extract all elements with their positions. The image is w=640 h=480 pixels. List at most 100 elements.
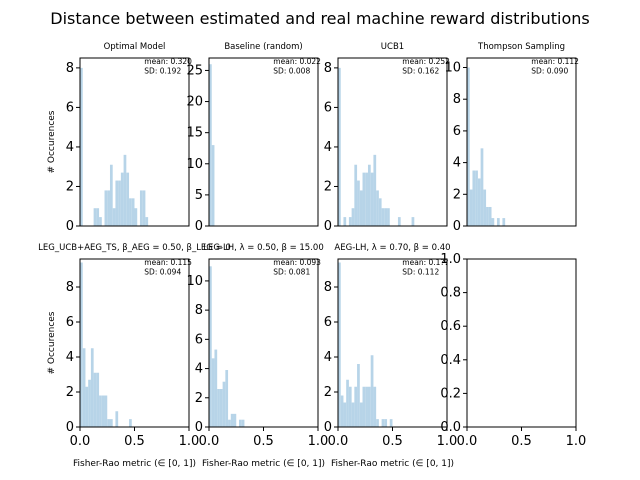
histogram-bar — [126, 172, 130, 226]
subplot-title: Baseline (random) — [224, 42, 302, 52]
y-tick-label: 4 — [66, 140, 74, 155]
histogram-bar — [381, 419, 385, 427]
histogram-bar — [469, 189, 473, 226]
histogram-bar — [219, 389, 223, 427]
y-tick-label: 8 — [453, 92, 461, 107]
y-tick-label: 4 — [195, 362, 203, 377]
y-tick-label: 6 — [66, 100, 74, 115]
stats-annotation: SD: 0.112 — [402, 268, 439, 277]
histogram-bar — [384, 208, 388, 226]
histogram-bar — [483, 189, 487, 226]
y-tick-label: 0 — [195, 420, 203, 435]
stats-annotation: SD: 0.162 — [402, 67, 439, 76]
histogram-bar — [96, 372, 100, 427]
y-tick-label: 4 — [66, 350, 74, 365]
stats-annotation: mean: 0.112 — [531, 57, 579, 66]
histogram-bar — [354, 386, 358, 427]
histogram-bar — [217, 389, 220, 427]
y-tick-label: 0.2 — [440, 386, 461, 401]
x-axis-label: Fisher-Rao metric (∈ [0, 1]) — [331, 459, 454, 469]
y-tick-label: 0 — [453, 219, 461, 234]
histogram-bar — [115, 411, 119, 427]
histogram-bar — [129, 419, 132, 427]
x-tick-label: 1.0 — [437, 434, 458, 449]
histogram-bar — [107, 419, 110, 427]
histogram-bar — [354, 164, 358, 226]
histogram-bar — [486, 206, 489, 226]
histogram-bar — [343, 402, 347, 427]
histogram-bar — [348, 217, 352, 226]
histogram-bar — [80, 67, 83, 226]
axes-frame — [79, 57, 190, 227]
y-tick-label: 0.4 — [440, 353, 461, 368]
x-tick-label: 0.5 — [124, 434, 145, 449]
y-tick-label: 6 — [195, 332, 203, 347]
y-tick-label: 25 — [186, 63, 203, 78]
histogram-bar — [96, 208, 100, 226]
subplot-5: 0 2 4 6 8 0.0 0.5 1.0 LEG_UCB+AEG_TS, β_AEG = 0.… — [38, 243, 231, 469]
histogram-bar — [370, 172, 374, 226]
histogram-bar — [365, 386, 368, 427]
figure-title: Distance between estimated and real mach… — [50, 9, 589, 28]
x-tick-label: 1.0 — [308, 434, 329, 449]
y-tick-label: 6 — [324, 315, 332, 330]
histogram-bar — [88, 379, 91, 427]
stats-annotation: SD: 0.192 — [144, 67, 181, 76]
y-tick-label: 8 — [66, 280, 74, 295]
histogram-bar — [373, 154, 377, 226]
histogram-bar — [411, 217, 415, 226]
histogram-bar — [115, 180, 119, 226]
histogram-bar — [85, 386, 89, 427]
stats-annotation: mean: 0.093 — [273, 258, 321, 267]
subplot-title: UCB1 — [381, 42, 404, 52]
histogram-bar — [222, 381, 226, 427]
histogram-bar — [384, 419, 388, 427]
histogram-bar — [241, 419, 245, 427]
y-tick-label: 0.6 — [440, 319, 461, 334]
histogram-bar — [109, 419, 113, 427]
y-tick-label: 0.0 — [440, 420, 461, 435]
x-tick-label: 0.0 — [70, 434, 91, 449]
y-tick-label: 2 — [66, 385, 74, 400]
histogram-bar — [359, 402, 363, 427]
histogram-bar — [502, 218, 506, 226]
stats-annotation: mean: 0.252 — [402, 57, 450, 66]
stats-annotation: SD: 0.090 — [531, 67, 568, 76]
histogram-bar — [346, 379, 349, 427]
histogram-bar — [123, 154, 127, 226]
histogram-bar — [99, 395, 102, 427]
histogram-bar — [362, 172, 366, 226]
y-tick-label: 4 — [324, 350, 332, 365]
subplot-title: LEG_UCB+AEG_TS, β_AEG = 0.50, β_LEG = 0 — [38, 243, 231, 253]
histogram-bar — [101, 395, 105, 427]
histogram-bar — [496, 218, 500, 226]
histogram-bar — [211, 358, 215, 427]
stats-annotation: mean: 0.1?? — [402, 258, 448, 267]
x-tick-label: 0.5 — [382, 434, 403, 449]
histogram-bar — [472, 170, 476, 226]
histogram-bar — [348, 386, 352, 427]
subplot-8: 0.00.20.40.60.81.00.0 0.5 1.0 — [440, 252, 586, 449]
histogram-bar — [104, 395, 108, 427]
histogram-bar — [93, 372, 97, 427]
histogram-bar — [480, 148, 484, 226]
x-tick-label: 0.0 — [199, 434, 220, 449]
y-tick-label: 8 — [195, 303, 203, 318]
stats-annotation: mean: 0.115 — [144, 258, 192, 267]
histogram-bar — [387, 208, 390, 226]
histogram-bar — [365, 172, 368, 226]
histogram-bar — [120, 172, 124, 226]
y-tick-label: 0 — [324, 219, 332, 234]
subplot-6: 0 2 4 6 8 10 0.0 0.5 1.0 LEG-LH, λ = 0.50, β = 15… — [186, 243, 328, 469]
histogram-bar — [477, 178, 481, 226]
histogram-bar — [93, 208, 97, 226]
histogram-bar — [131, 198, 135, 226]
y-tick-label: 1.0 — [440, 252, 461, 267]
histogram-bar — [109, 164, 113, 226]
histogram-bar — [129, 198, 132, 226]
y-tick-label: 0 — [195, 219, 203, 234]
